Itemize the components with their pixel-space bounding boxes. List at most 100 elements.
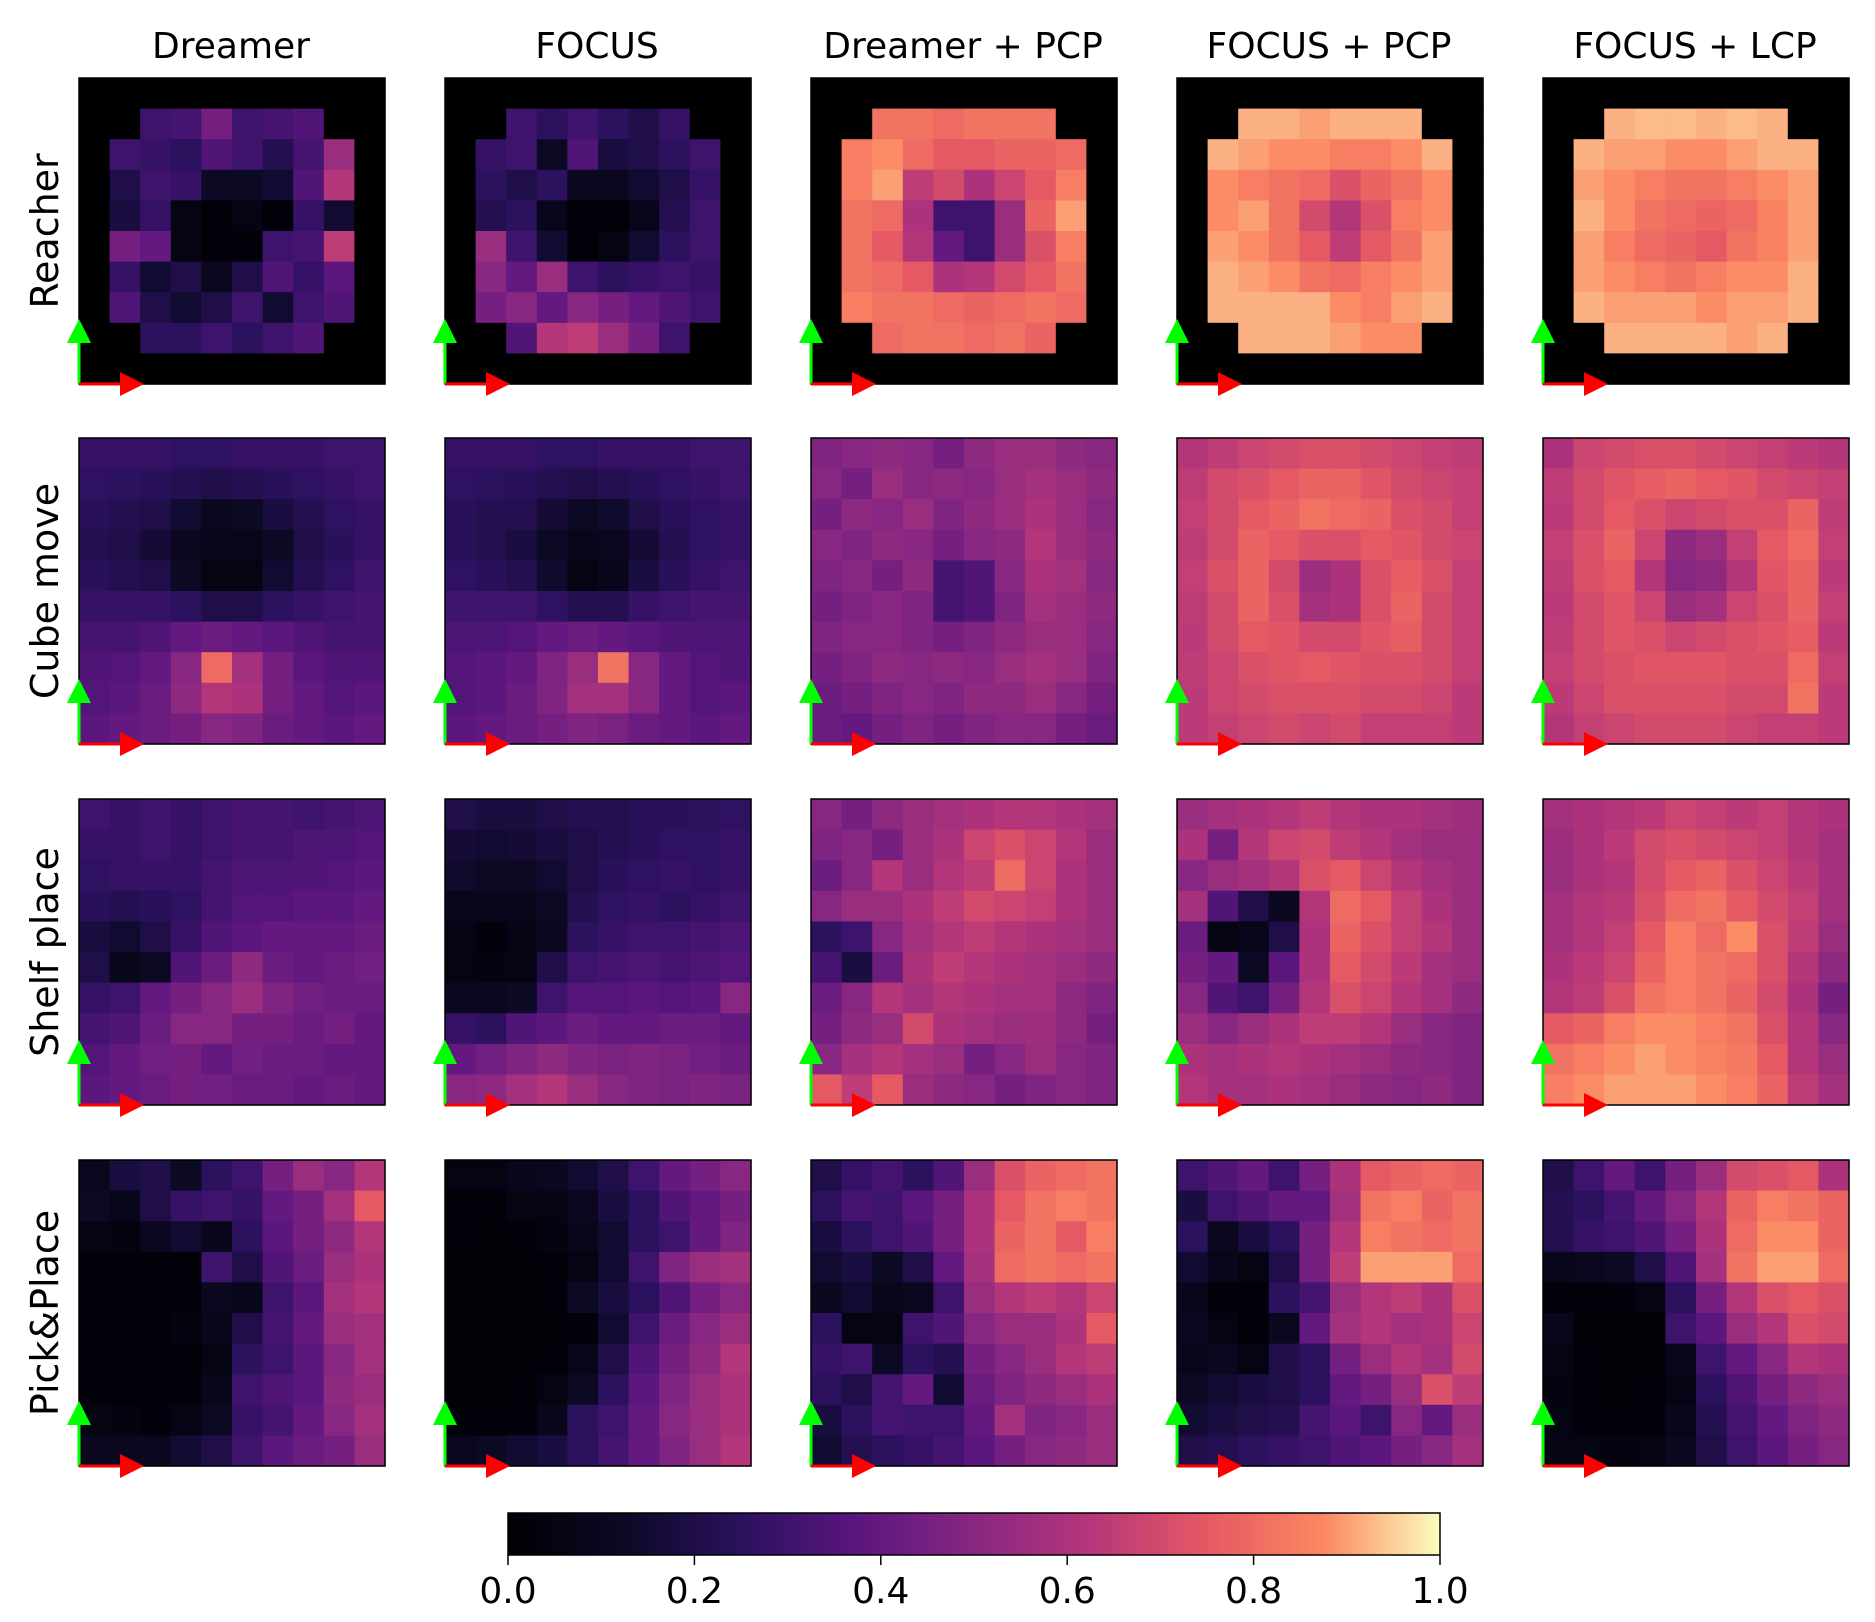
heatmap-cell bbox=[1025, 1043, 1057, 1075]
heatmap-cell bbox=[1055, 829, 1087, 861]
heatmap-cell bbox=[1268, 108, 1300, 140]
heatmap-cell bbox=[1268, 1013, 1300, 1045]
heatmap-cell bbox=[354, 1404, 386, 1436]
heatmap-cell bbox=[567, 829, 599, 861]
masked-cell bbox=[902, 353, 934, 385]
heatmap-cell bbox=[1025, 1374, 1057, 1406]
heatmap-cell bbox=[445, 799, 477, 831]
heatmap-cell bbox=[720, 652, 752, 684]
heatmap-cell bbox=[170, 1313, 202, 1345]
heatmap-cell bbox=[170, 829, 202, 861]
heatmap-cell bbox=[1665, 529, 1697, 561]
heatmap-cell bbox=[628, 1043, 660, 1075]
heatmap-cell bbox=[1634, 292, 1666, 324]
heatmap-cell bbox=[1726, 890, 1758, 922]
heatmap-cell bbox=[109, 860, 141, 892]
heatmap-cell bbox=[994, 1013, 1026, 1045]
heatmap-cell bbox=[598, 1221, 630, 1253]
masked-cell bbox=[1573, 353, 1605, 385]
heatmap-cell bbox=[109, 1160, 141, 1192]
heatmap-cell bbox=[1634, 1043, 1666, 1075]
heatmap-cell bbox=[598, 1404, 630, 1436]
heatmap-cell bbox=[232, 231, 264, 263]
heatmap-cell bbox=[567, 1074, 599, 1106]
heatmap-cell bbox=[841, 169, 873, 201]
heatmap-cell bbox=[506, 713, 538, 745]
heatmap-cell bbox=[262, 682, 294, 714]
heatmap-cell bbox=[1055, 652, 1087, 684]
heatmap-cell bbox=[1543, 529, 1575, 561]
heatmap-cell bbox=[475, 261, 507, 293]
heatmap-cell bbox=[1360, 1160, 1392, 1192]
heatmap-cell bbox=[506, 952, 538, 984]
heatmap-cell bbox=[1207, 799, 1239, 831]
masked-cell bbox=[354, 108, 386, 140]
masked-cell bbox=[1207, 78, 1239, 110]
heatmap-cell bbox=[1604, 860, 1636, 892]
heatmap-cell bbox=[994, 1374, 1026, 1406]
heatmap-cell bbox=[964, 860, 996, 892]
heatmap-cell bbox=[964, 499, 996, 531]
heatmap-cell bbox=[262, 499, 294, 531]
masked-cell bbox=[811, 108, 843, 140]
heatmap-cell bbox=[1634, 529, 1666, 561]
masked-cell bbox=[1177, 78, 1209, 110]
heatmap-cell bbox=[1452, 1404, 1484, 1436]
heatmap-cell bbox=[628, 982, 660, 1014]
heatmap-cell bbox=[689, 621, 721, 653]
heatmap-cell bbox=[293, 468, 325, 500]
heatmap-cell bbox=[933, 982, 965, 1014]
heatmap-cell bbox=[1268, 529, 1300, 561]
heatmap-cell bbox=[1757, 108, 1789, 140]
heatmap-cell bbox=[964, 200, 996, 232]
heatmap-cell bbox=[1299, 982, 1331, 1014]
heatmap-cell bbox=[841, 1013, 873, 1045]
heatmap-cell bbox=[109, 799, 141, 831]
heatmap-cell bbox=[659, 139, 691, 171]
heatmap-cell bbox=[1086, 499, 1118, 531]
heatmap-cell bbox=[354, 829, 386, 861]
heatmap-cell bbox=[475, 169, 507, 201]
heatmap-cell bbox=[1543, 1160, 1575, 1192]
heatmap-cell bbox=[872, 231, 904, 263]
heatmap-cell bbox=[232, 108, 264, 140]
heatmap-cell bbox=[811, 713, 843, 745]
heatmap-cell bbox=[1787, 1374, 1819, 1406]
heatmap-cell bbox=[1421, 200, 1453, 232]
heatmap-cell bbox=[170, 1251, 202, 1283]
heatmap-cell bbox=[109, 1190, 141, 1222]
heatmap-cell bbox=[293, 261, 325, 293]
heatmap-cell bbox=[659, 499, 691, 531]
heatmap-cell bbox=[140, 860, 172, 892]
heatmap-cell bbox=[872, 139, 904, 171]
heatmap-cell bbox=[933, 1043, 965, 1075]
heatmap-cell bbox=[1573, 621, 1605, 653]
heatmap-cell bbox=[1573, 713, 1605, 745]
heatmap-cell bbox=[475, 621, 507, 653]
masked-cell bbox=[1421, 353, 1453, 385]
heatmap-cell bbox=[170, 799, 202, 831]
heatmap-cell bbox=[598, 829, 630, 861]
heatmap-cell bbox=[994, 292, 1026, 324]
masked-cell bbox=[964, 78, 996, 110]
heatmap-cell bbox=[964, 1074, 996, 1106]
heatmap-cell bbox=[201, 1190, 233, 1222]
heatmap-cell bbox=[720, 1343, 752, 1375]
heatmap-cell bbox=[1634, 860, 1666, 892]
masked-cell bbox=[1207, 353, 1239, 385]
heatmap-cell bbox=[109, 713, 141, 745]
heatmap-cell bbox=[841, 1404, 873, 1436]
masked-cell bbox=[994, 78, 1026, 110]
heatmap-cell bbox=[1604, 713, 1636, 745]
heatmap-cell bbox=[689, 560, 721, 592]
heatmap-cell bbox=[1452, 713, 1484, 745]
heatmap-cell bbox=[1238, 1043, 1270, 1075]
heatmap-cell bbox=[1665, 1190, 1697, 1222]
heatmap-cell bbox=[1726, 1221, 1758, 1253]
masked-cell bbox=[1452, 292, 1484, 324]
masked-cell bbox=[1421, 78, 1453, 110]
heatmap-cell bbox=[720, 468, 752, 500]
masked-cell bbox=[79, 78, 111, 110]
heatmap-cell bbox=[354, 682, 386, 714]
heatmap-cell bbox=[811, 438, 843, 470]
